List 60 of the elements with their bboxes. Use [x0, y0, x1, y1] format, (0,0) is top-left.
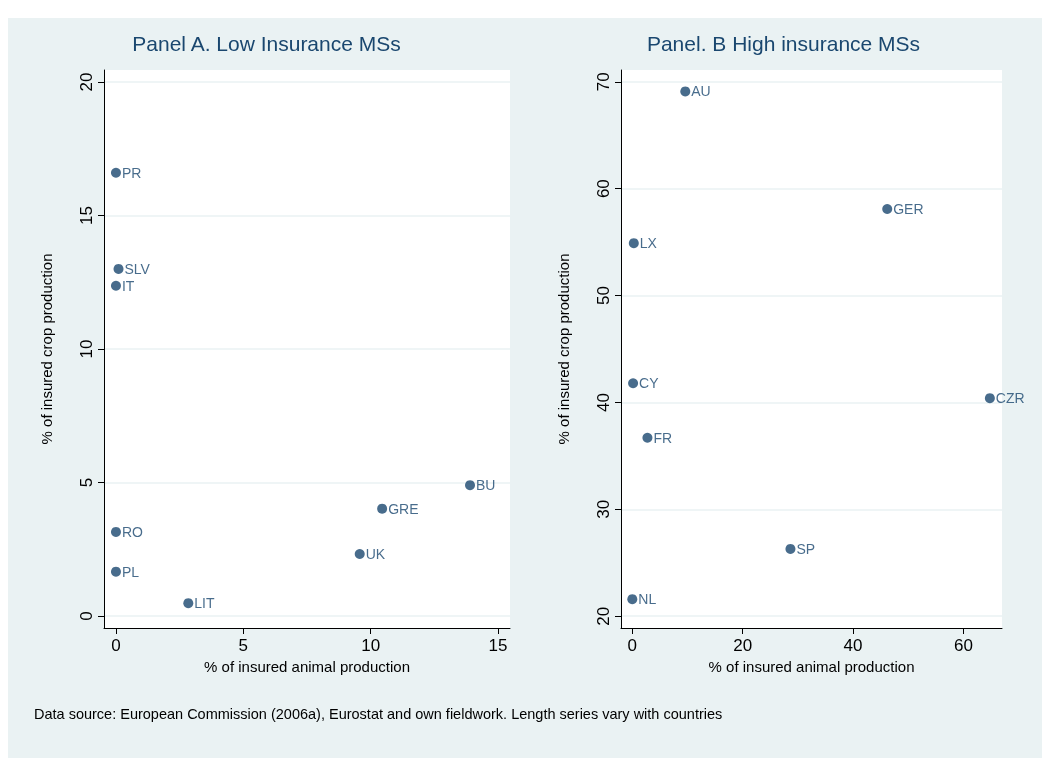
annotation: GRE [388, 500, 419, 517]
y-tick-label: 30 [594, 499, 613, 519]
annotation: CY [639, 375, 660, 392]
x-tick-label: 0 [111, 636, 121, 655]
annotation: CZR [995, 390, 1025, 407]
x-tick-label: 40 [843, 636, 863, 655]
y-tick-label: 60 [594, 179, 613, 199]
x-tick-label: 5 [238, 636, 249, 655]
point [882, 203, 893, 214]
annotation: SP [796, 540, 816, 557]
annotation: NL [638, 591, 657, 608]
y-axis-title: % of insured crop production [38, 253, 55, 445]
x-axis-title: % of insured animal production [204, 657, 410, 675]
annotation: BU [476, 477, 496, 494]
y-tick-label: 20 [594, 606, 613, 626]
chart-title: Panel. B High insurance MSs [646, 32, 921, 55]
annotation: LIT [194, 595, 215, 612]
point [110, 566, 121, 577]
point [628, 238, 639, 249]
y-tick-label: 20 [77, 72, 96, 92]
point [785, 543, 796, 554]
annotation: GER [893, 200, 924, 217]
annotation: AU [691, 83, 711, 100]
point [627, 594, 638, 605]
point [984, 393, 995, 404]
x-tick-label: 10 [361, 636, 381, 655]
annotation: IT [121, 277, 135, 294]
annotation: UK [365, 546, 386, 563]
y-tick-label: 0 [77, 611, 96, 621]
point [642, 432, 653, 443]
point [113, 263, 124, 274]
point [110, 167, 121, 178]
source-note: Data source: European Commission (2006a), Eurostat and own fieldwork. Length series vary with countries [34, 706, 723, 722]
point [377, 503, 388, 514]
x-axis-title: % of insured animal production [708, 657, 915, 675]
annotation: RO [121, 523, 144, 540]
chart-title: Panel A. Low Insurance MSs [132, 32, 401, 55]
x-tick-label: 0 [627, 636, 638, 655]
y-tick-label: 15 [77, 206, 96, 225]
x-tick-label: 20 [733, 636, 753, 655]
point [354, 549, 365, 560]
point [183, 598, 194, 609]
annotation: PL [121, 563, 140, 580]
y-tick-label: 50 [594, 286, 613, 306]
y-tick-label: 70 [594, 72, 613, 92]
point [110, 280, 121, 291]
x-tick-label: 15 [488, 636, 508, 655]
point [628, 378, 639, 389]
y-tick-label: 40 [594, 392, 613, 412]
y-tick-label: 5 [77, 477, 96, 488]
point [680, 86, 691, 97]
annotation: SLV [124, 260, 151, 277]
annotation: PR [121, 164, 142, 181]
annotation: LX [639, 235, 658, 252]
y-axis-title: % of insured crop production [555, 253, 572, 445]
point [465, 480, 476, 491]
point [110, 526, 121, 537]
x-tick-label: 60 [953, 636, 973, 655]
annotation: FR [653, 429, 673, 446]
y-tick-label: 10 [77, 339, 96, 359]
